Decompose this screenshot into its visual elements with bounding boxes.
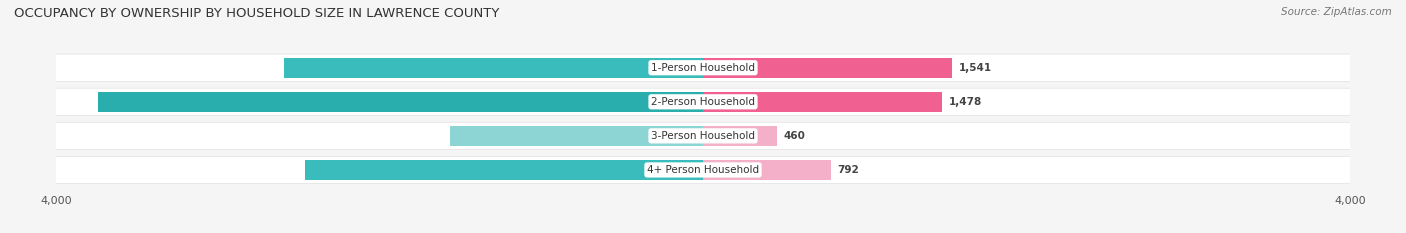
Bar — [703, 160, 831, 180]
Bar — [450, 126, 703, 146]
Text: 1-Person Household: 1-Person Household — [651, 63, 755, 73]
Text: 2,460: 2,460 — [683, 165, 716, 175]
Text: 460: 460 — [785, 131, 806, 141]
Bar — [703, 126, 778, 146]
Bar — [703, 58, 952, 78]
Text: 3,742: 3,742 — [672, 97, 706, 107]
Text: 2,592: 2,592 — [682, 63, 714, 73]
FancyBboxPatch shape — [49, 54, 1357, 81]
FancyBboxPatch shape — [49, 122, 1357, 150]
Text: 3-Person Household: 3-Person Household — [651, 131, 755, 141]
Text: 1,541: 1,541 — [959, 63, 991, 73]
Bar — [703, 92, 942, 112]
FancyBboxPatch shape — [49, 156, 1357, 184]
Bar — [284, 58, 703, 78]
Text: 2-Person Household: 2-Person Household — [651, 97, 755, 107]
Bar — [305, 160, 703, 180]
Bar — [98, 92, 703, 112]
Text: 1,478: 1,478 — [949, 97, 981, 107]
FancyBboxPatch shape — [49, 88, 1357, 115]
Text: 4+ Person Household: 4+ Person Household — [647, 165, 759, 175]
Text: Source: ZipAtlas.com: Source: ZipAtlas.com — [1281, 7, 1392, 17]
Text: 1,564: 1,564 — [690, 131, 724, 141]
Text: 792: 792 — [838, 165, 859, 175]
Text: OCCUPANCY BY OWNERSHIP BY HOUSEHOLD SIZE IN LAWRENCE COUNTY: OCCUPANCY BY OWNERSHIP BY HOUSEHOLD SIZE… — [14, 7, 499, 20]
